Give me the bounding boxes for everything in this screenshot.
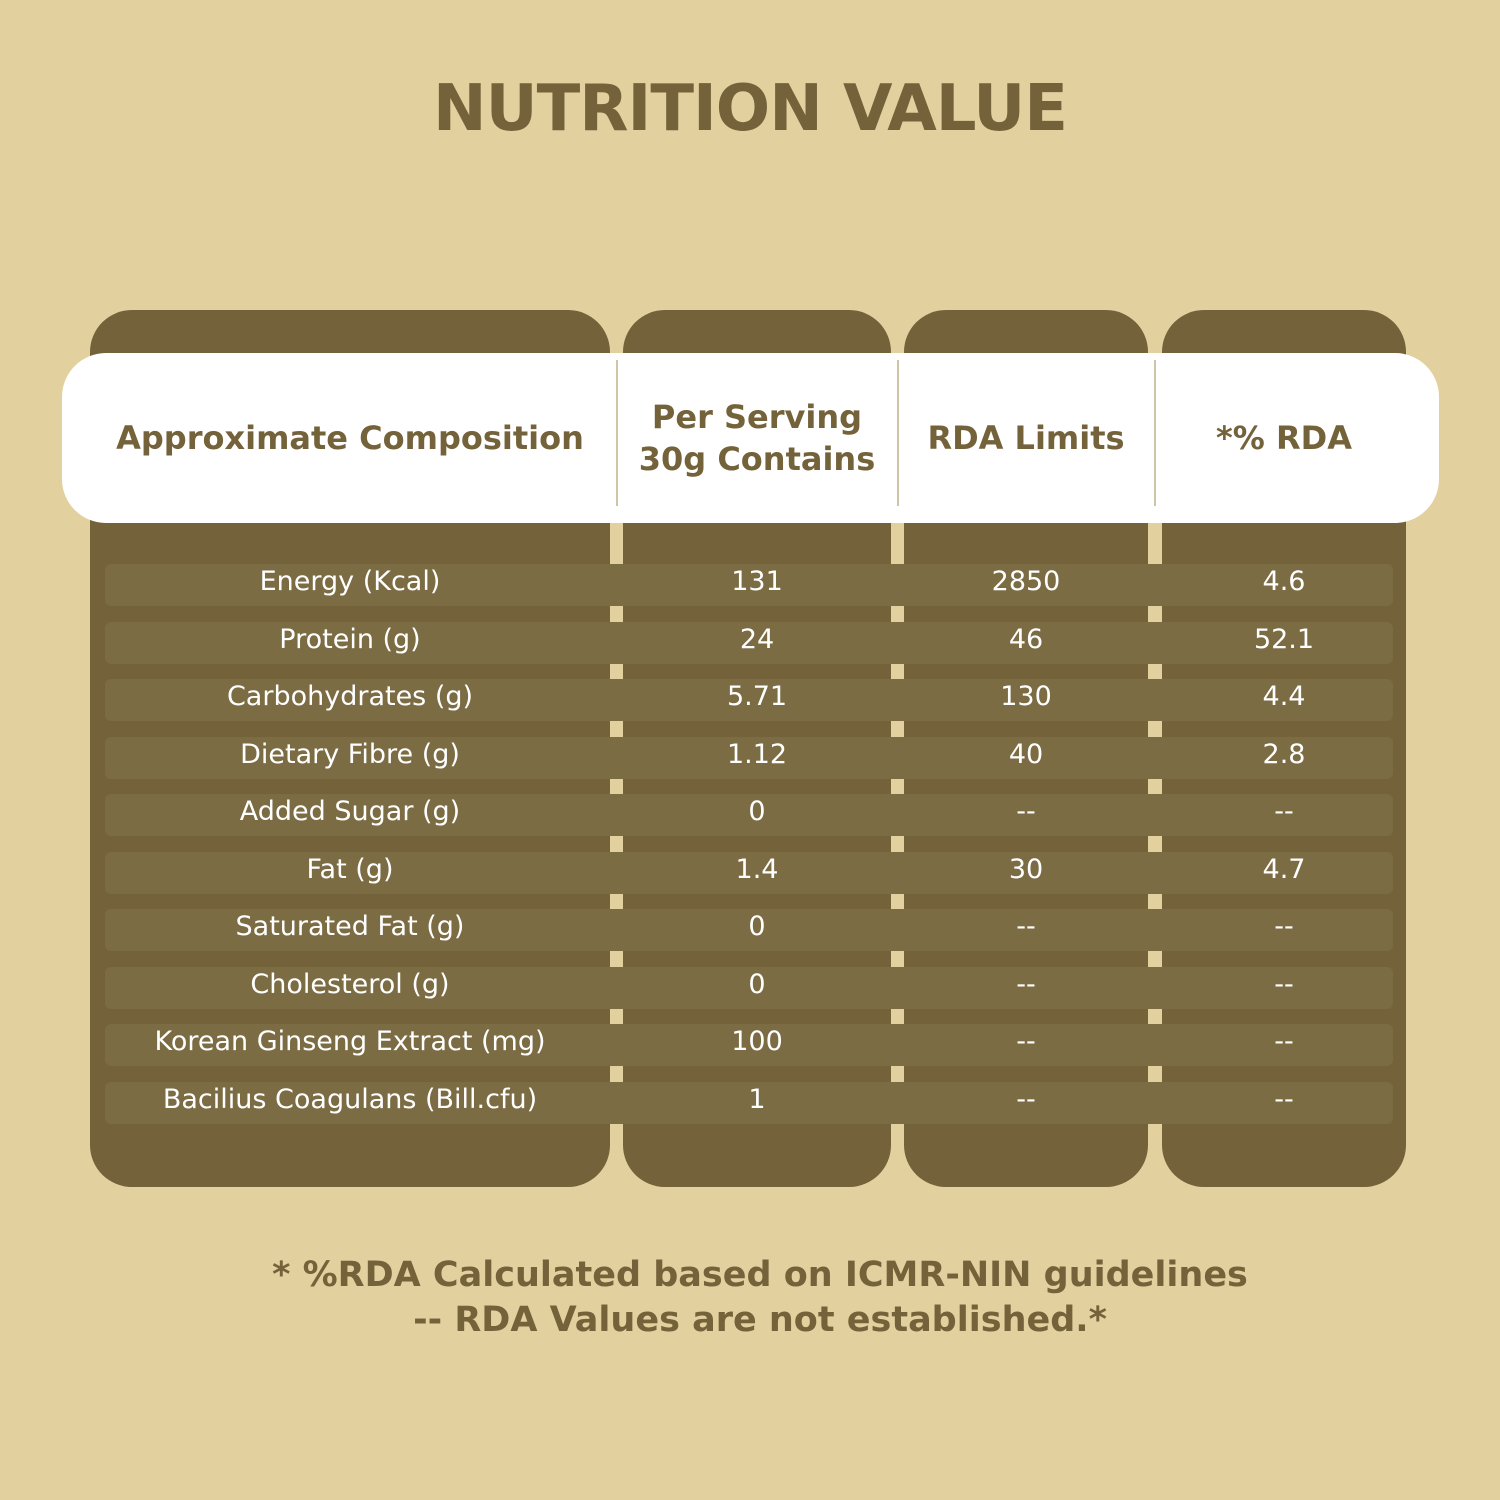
footnote-rda-guidelines: * %RDA Calculated based on ICMR-NIN guid…	[272, 1255, 1248, 1295]
nutrient-name: Added Sugar (g)	[239, 796, 461, 827]
table-row	[105, 852, 1393, 894]
table-row	[105, 794, 1393, 836]
table-row	[105, 622, 1393, 664]
header-composition: Approximate Composition	[116, 419, 584, 457]
percent-rda-value: --	[1274, 796, 1294, 827]
nutrient-name: Bacilius Coagulans (Bill.cfu)	[162, 1084, 538, 1115]
header-divider	[897, 360, 899, 506]
percent-rda-value: 2.8	[1262, 739, 1306, 770]
nutrient-name: Protein (g)	[279, 624, 421, 655]
table-row	[105, 909, 1393, 951]
header-divider	[616, 360, 618, 506]
per-serving-value: 0	[748, 911, 766, 942]
per-serving-value: 1.12	[726, 739, 788, 770]
percent-rda-value: 4.4	[1262, 681, 1306, 712]
percent-rda-value: 52.1	[1253, 624, 1315, 655]
rda-limit-value: 2850	[991, 566, 1061, 597]
per-serving-value: 131	[731, 566, 783, 597]
rda-limit-value: --	[1016, 1026, 1036, 1057]
percent-rda-value: --	[1274, 1084, 1294, 1115]
nutrient-name: Fat (g)	[306, 854, 394, 885]
rda-limit-value: 130	[1000, 681, 1052, 712]
per-serving-value: 1	[748, 1084, 766, 1115]
nutrient-name: Carbohydrates (g)	[226, 681, 474, 712]
per-serving-value: 100	[731, 1026, 783, 1057]
footnote-rda-not-established: -- RDA Values are not established.*	[413, 1300, 1107, 1340]
table-row	[105, 1024, 1393, 1066]
rda-limit-value: --	[1016, 969, 1036, 1000]
table-row	[105, 679, 1393, 721]
rda-limit-value: --	[1016, 911, 1036, 942]
per-serving-value: 5.71	[726, 681, 788, 712]
nutrient-name: Dietary Fibre (g)	[240, 739, 460, 770]
page-title: NUTRITION VALUE	[433, 72, 1068, 146]
nutrient-name: Cholesterol (g)	[250, 969, 450, 1000]
rda-limit-value: 30	[1008, 854, 1044, 885]
nutrient-name: Korean Ginseng Extract (mg)	[154, 1026, 546, 1057]
nutrient-name: Saturated Fat (g)	[235, 911, 465, 942]
table-header-bar	[62, 353, 1439, 523]
table-row	[105, 564, 1393, 606]
rda-limit-value: 40	[1008, 739, 1044, 770]
header-per-serving: Per Serving 30g Contains	[638, 398, 876, 478]
header-rda-limits: RDA Limits	[927, 419, 1125, 457]
table-row	[105, 737, 1393, 779]
table-row	[105, 1082, 1393, 1124]
header-divider	[1154, 360, 1156, 506]
per-serving-value: 0	[748, 969, 766, 1000]
percent-rda-value: --	[1274, 911, 1294, 942]
table-row	[105, 967, 1393, 1009]
percent-rda-value: 4.7	[1262, 854, 1306, 885]
nutrient-name: Energy (Kcal)	[259, 566, 441, 597]
percent-rda-value: --	[1274, 1026, 1294, 1057]
per-serving-value: 24	[739, 624, 775, 655]
header-percent-rda: *% RDA	[1216, 419, 1352, 457]
rda-limit-value: --	[1016, 1084, 1036, 1115]
rda-limit-value: 46	[1008, 624, 1044, 655]
rda-limit-value: --	[1016, 796, 1036, 827]
per-serving-value: 1.4	[735, 854, 779, 885]
percent-rda-value: 4.6	[1262, 566, 1306, 597]
per-serving-value: 0	[748, 796, 766, 827]
percent-rda-value: --	[1274, 969, 1294, 1000]
